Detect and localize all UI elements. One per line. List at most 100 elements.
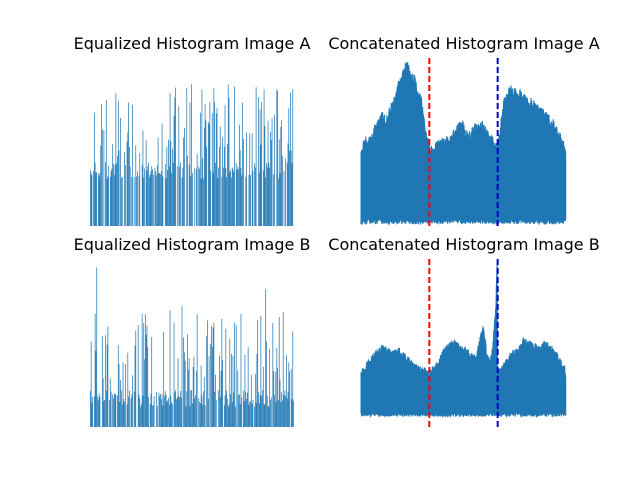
histogram-bar bbox=[181, 177, 183, 226]
histogram-bar bbox=[196, 153, 198, 226]
histogram-bar bbox=[258, 391, 259, 427]
histogram-bar bbox=[111, 168, 113, 226]
histogram-bar bbox=[239, 124, 240, 226]
histogram-bar bbox=[235, 406, 236, 427]
histogram-bar bbox=[259, 394, 261, 427]
histogram-bar bbox=[232, 355, 234, 427]
histogram-bar bbox=[162, 176, 164, 226]
histogram-bar bbox=[183, 337, 184, 427]
histogram-bar bbox=[125, 363, 126, 427]
histogram-bar bbox=[195, 371, 197, 427]
histogram-bar bbox=[114, 393, 116, 427]
histogram-bar bbox=[168, 398, 169, 427]
histogram-bar bbox=[285, 158, 286, 226]
histogram-bar bbox=[179, 397, 180, 427]
histogram-bar bbox=[189, 102, 191, 226]
histogram-bar bbox=[148, 177, 150, 226]
histogram-bar bbox=[93, 170, 94, 226]
histogram-bar bbox=[289, 150, 290, 226]
plot-equalized-histogram-b bbox=[90, 267, 294, 427]
histogram-bar bbox=[190, 176, 192, 226]
title-equalized-histogram-a: Equalized Histogram Image A bbox=[74, 34, 311, 53]
histogram-bar bbox=[277, 90, 278, 226]
histogram-bar bbox=[185, 406, 187, 427]
histogram-bar bbox=[198, 166, 200, 226]
histogram-bar bbox=[103, 130, 105, 226]
histogram-bar bbox=[206, 147, 208, 226]
histogram-bar bbox=[286, 398, 288, 427]
histogram-bar bbox=[290, 368, 292, 427]
histogram-bar bbox=[115, 394, 117, 427]
histogram-bar bbox=[226, 177, 227, 226]
histogram-bar bbox=[141, 165, 143, 226]
histogram-bar bbox=[154, 168, 156, 226]
histogram-bar bbox=[191, 390, 192, 427]
histogram-bar bbox=[166, 401, 168, 427]
histogram-bar bbox=[123, 399, 125, 427]
histogram-bar bbox=[224, 105, 226, 226]
histogram-bar bbox=[120, 380, 121, 427]
histogram-bar bbox=[265, 289, 267, 427]
histogram-bar bbox=[245, 176, 247, 226]
histogram-bar bbox=[256, 353, 258, 427]
histogram-bar bbox=[121, 176, 123, 226]
histogram-bar bbox=[246, 132, 247, 226]
histogram-bar bbox=[206, 336, 208, 427]
histogram-bar bbox=[131, 177, 133, 226]
histogram-bar bbox=[227, 398, 228, 427]
histogram-bar bbox=[279, 173, 281, 226]
histogram-bar bbox=[137, 325, 139, 427]
histogram-bar bbox=[93, 112, 95, 226]
histogram-bar bbox=[124, 401, 125, 427]
histogram-bar bbox=[266, 167, 268, 226]
histogram-bar bbox=[223, 405, 225, 427]
histogram-bar bbox=[90, 341, 92, 427]
histogram-bar bbox=[290, 92, 291, 226]
histogram-bar bbox=[126, 141, 128, 226]
histogram-bar bbox=[226, 390, 227, 427]
histogram-bar bbox=[200, 178, 202, 226]
histogram-bar bbox=[194, 168, 196, 226]
histogram-bar bbox=[269, 349, 271, 427]
histogram-bar bbox=[192, 403, 193, 427]
histogram-bar bbox=[176, 399, 177, 427]
histogram-bar bbox=[127, 132, 129, 226]
histogram-bar bbox=[203, 391, 204, 427]
histogram-bar bbox=[254, 163, 255, 226]
histogram-bar bbox=[199, 112, 201, 226]
histogram-bar bbox=[233, 171, 235, 226]
histogram-bar bbox=[227, 406, 229, 427]
histogram-bar bbox=[207, 122, 209, 226]
histogram-bar bbox=[209, 102, 211, 226]
histogram-bar bbox=[222, 137, 223, 226]
histogram-bar bbox=[276, 89, 278, 226]
histogram-bar bbox=[274, 395, 275, 427]
histogram-bar bbox=[212, 327, 214, 427]
histogram-bar bbox=[187, 155, 188, 226]
histogram-bar bbox=[109, 399, 110, 427]
histogram-bar bbox=[132, 375, 133, 427]
histogram-bar bbox=[258, 403, 260, 427]
histogram-bar bbox=[234, 86, 235, 226]
histogram-bar bbox=[278, 316, 280, 427]
histogram-bar bbox=[131, 394, 133, 427]
histogram-bar bbox=[93, 396, 95, 427]
histogram-bar bbox=[121, 177, 122, 226]
histogram-bar bbox=[155, 171, 157, 226]
histogram-bar bbox=[274, 371, 276, 427]
histogram-bar bbox=[232, 168, 234, 226]
histogram-bar bbox=[106, 178, 108, 226]
histogram-bar bbox=[134, 345, 136, 427]
histogram-bar bbox=[203, 127, 205, 226]
histogram-bar bbox=[283, 171, 285, 226]
histogram-bar bbox=[267, 120, 269, 226]
histogram-bar bbox=[277, 367, 278, 427]
histogram-bar bbox=[101, 103, 102, 226]
histogram-bar bbox=[129, 390, 130, 427]
histogram-bar bbox=[224, 395, 226, 427]
histogram-bar bbox=[148, 162, 149, 226]
histogram-bar bbox=[187, 334, 188, 427]
histogram-bar bbox=[208, 124, 210, 226]
histogram-bar bbox=[262, 170, 264, 226]
